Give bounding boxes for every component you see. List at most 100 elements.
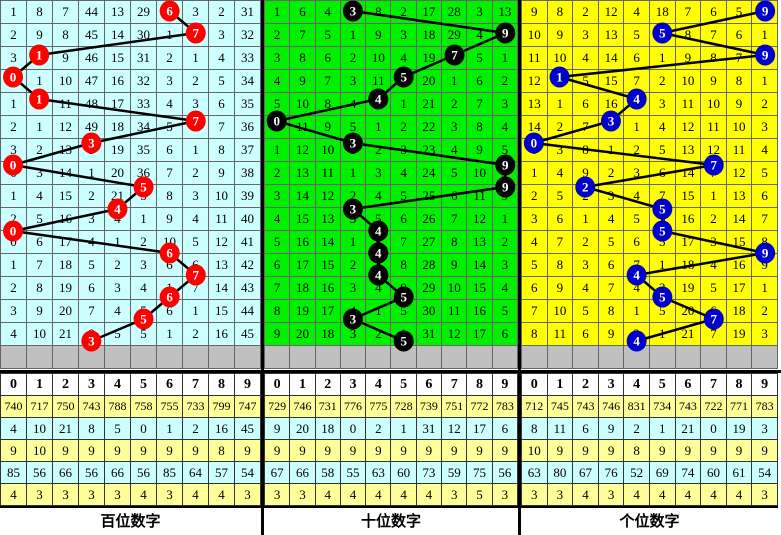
- grid-cell: 12: [52, 115, 79, 139]
- grid-cell: 7: [648, 184, 676, 208]
- grid-cell: 1: [491, 207, 519, 231]
- grid-cell-gray: .: [234, 345, 261, 369]
- grid-cell: 10: [700, 92, 727, 116]
- summary-count-cell: 56: [491, 461, 519, 484]
- grid-row: 9 8 2 12 4 18 7 6 5 9: [521, 0, 778, 24]
- grid-cell: 5: [156, 115, 183, 139]
- summary-count-cell: 74: [674, 461, 702, 484]
- summary-total-cell: 728: [390, 395, 417, 418]
- grid-cell: 10: [289, 92, 316, 116]
- summary-total-cell: 743: [78, 395, 105, 418]
- grid-cell: 5: [521, 253, 548, 277]
- summary-maxgap-cell: 10: [521, 439, 548, 462]
- grid-cell: 6: [751, 184, 778, 208]
- grid-cell: 9: [751, 0, 778, 24]
- grid-cell-gray: .: [263, 345, 291, 369]
- grid-cell: 6: [623, 46, 650, 70]
- summary-current-cell: 2: [182, 417, 209, 440]
- grid-cell: 2: [546, 115, 574, 139]
- grid-cell: 15: [597, 69, 625, 93]
- grid-cell: 5: [104, 322, 131, 346]
- grid-cell: 5: [441, 161, 468, 185]
- summary-maxgap-cell: 9: [104, 439, 131, 462]
- grid-row: 2 13 11 1 3 4 24 5 10 9: [263, 161, 519, 185]
- grid-cell-gray: .: [491, 345, 519, 369]
- grid-cell: 14: [52, 161, 79, 185]
- summary-header-cell: 1: [546, 373, 574, 396]
- grid-cell: 21: [415, 92, 443, 116]
- summary-current-cell: 2: [365, 417, 392, 440]
- grid-cell: 2: [339, 253, 367, 277]
- grid-cell: 19: [289, 299, 316, 323]
- grid-cell: 9: [289, 69, 316, 93]
- grid-row: 1 7 18 5 2 3 6 6 13 42: [0, 253, 261, 277]
- summary-current-cell: 31: [415, 417, 443, 440]
- grid-cell: 1: [700, 184, 727, 208]
- grid-cell: 6: [623, 230, 650, 254]
- grid-cell: 1: [26, 115, 53, 139]
- grid-cell: 1: [263, 0, 291, 24]
- grid-cell: 4: [491, 115, 519, 139]
- summary-header-cell: 2: [572, 373, 599, 396]
- grid-cell: 2: [441, 92, 468, 116]
- grid-cell: 3: [339, 207, 367, 231]
- summary-total-cell: 734: [648, 395, 676, 418]
- grid-cell: 4: [365, 184, 392, 208]
- summary-current-cell: 0: [339, 417, 367, 440]
- summary-header-cell: 3: [78, 373, 105, 396]
- grid-cell: 3: [700, 230, 727, 254]
- summary-total-cell: 783: [491, 395, 519, 418]
- grid-cell: 4: [365, 253, 392, 277]
- summary-header-cell: 7: [441, 373, 468, 396]
- summary-header-cell: 6: [415, 373, 443, 396]
- summary-total-cell: 746: [597, 395, 625, 418]
- grid-cell: 12: [521, 69, 548, 93]
- summary-avg-cell: 3: [289, 483, 316, 506]
- grid-cell: 7: [156, 161, 183, 185]
- grid-cell: 5: [648, 23, 676, 47]
- grid-cell: 2: [156, 46, 183, 70]
- grid-cell: 3: [130, 253, 157, 277]
- grid-cell: 2: [182, 69, 209, 93]
- grid-cell: 2: [751, 299, 778, 323]
- grid-cell: 6: [182, 253, 209, 277]
- grid-cell: 18: [289, 276, 316, 300]
- grid-cell-gray: .: [597, 345, 625, 369]
- grid-cell: 3: [339, 322, 367, 346]
- panel-units: 9 8 2 12 4 18 7 6 5 9 10 9 3 13 5 5 8 7 6 1 11 10 4 14 6 1 9 8 7 9 12 1…: [521, 0, 778, 370]
- grid-cell: 7: [674, 0, 702, 24]
- summary-current-cell: 4: [0, 417, 27, 440]
- grid-hundreds: 1 8 7 44 13 29 6 3 2 31 2 9 8 45 14 30 1 7 3 32 3 1 9 46 15 31 2 1 4…: [0, 0, 261, 369]
- grid-cell: 13: [104, 0, 131, 24]
- grid-cell: 10: [725, 115, 753, 139]
- grid-cell: 9: [546, 276, 574, 300]
- grid-cell: 17: [104, 92, 131, 116]
- grid-cell: 15: [289, 207, 316, 231]
- summary-table-tens: 0 1 2 3 4 5 6 7 8 9 729 746 731 776 775 728 739 751 772 783…: [263, 373, 519, 506]
- grid-cell-gray: .: [751, 345, 778, 369]
- summary-row: 10 9 9 9 8 9 9 9 9 9: [521, 439, 778, 462]
- grid-cell: 3: [597, 184, 625, 208]
- grid-cell: 4: [441, 138, 468, 162]
- summary-maxgap-cell: 9: [491, 439, 519, 462]
- grid-cell: 37: [234, 138, 261, 162]
- grid-row-gray: ..........: [521, 345, 778, 369]
- summary-current-cell: 8: [521, 417, 548, 440]
- grid-cell: 4: [751, 138, 778, 162]
- summary-current-cell: 1: [390, 417, 417, 440]
- grid-cell: 1: [156, 322, 183, 346]
- grid-cell-gray: .: [52, 345, 79, 369]
- summary-avg-cell: 3: [521, 483, 548, 506]
- grid-row: 3 14 12 2 4 5 25 6 11 9: [263, 184, 519, 208]
- summary-count-cell: 52: [623, 461, 650, 484]
- grid-cell: 4: [365, 230, 392, 254]
- grid-cell: 11: [52, 92, 79, 116]
- grid-cell: 8: [52, 23, 79, 47]
- grid-cell: 45: [234, 322, 261, 346]
- summary-table-units: 0 1 2 3 4 5 6 7 8 9 712 745 743 746 831 734 743 722 771 783…: [521, 373, 778, 506]
- grid-cell: 1: [0, 253, 27, 277]
- grid-cell: 2: [751, 92, 778, 116]
- summary-current-cell: 0: [130, 417, 157, 440]
- grid-cell: 30: [415, 299, 443, 323]
